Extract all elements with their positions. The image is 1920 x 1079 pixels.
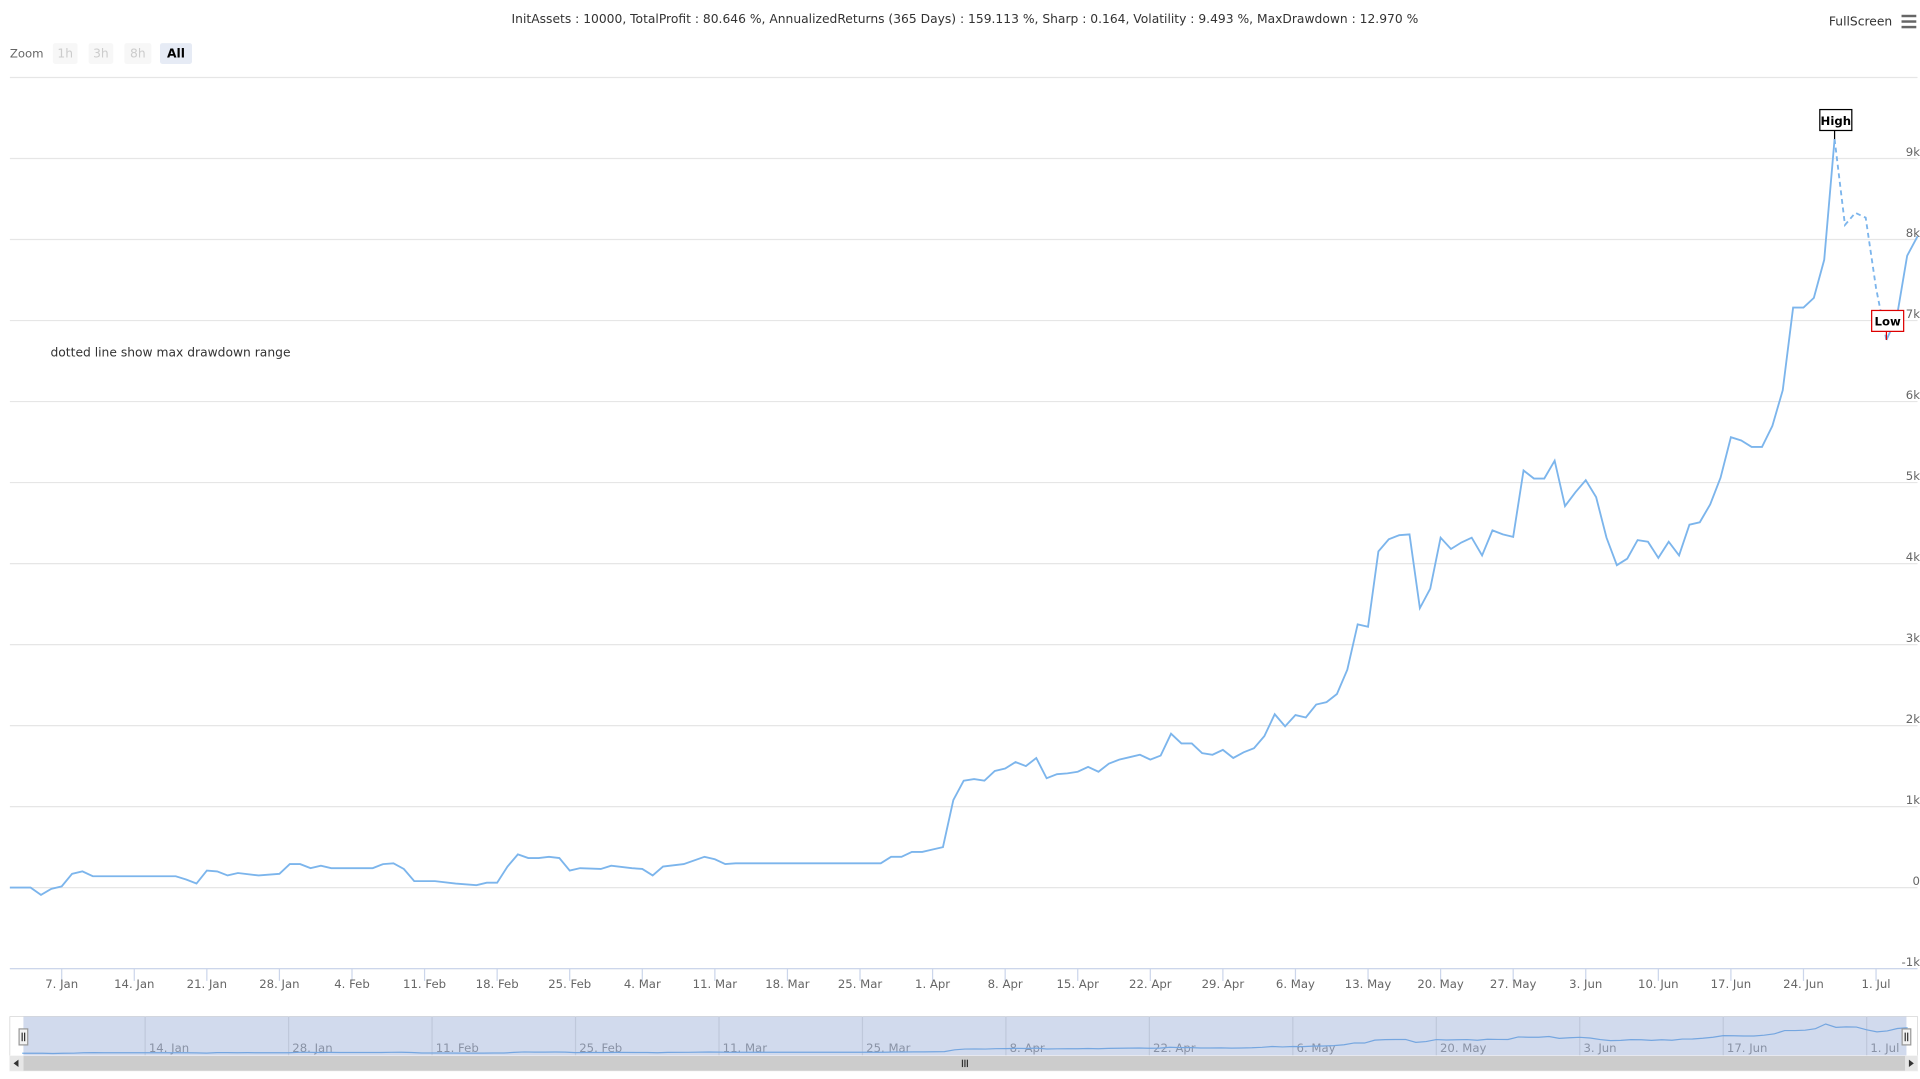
zoom-button[interactable] <box>160 43 193 64</box>
scrollbar-left-arrow <box>13 1059 19 1068</box>
zoom-label: Zoom <box>10 47 44 61</box>
zoom-button-label[interactable]: 3h <box>93 47 109 61</box>
x-tick-label: 14. Jan <box>114 977 154 991</box>
x-tick-label: 25. Feb <box>548 977 591 991</box>
x-tick-label: 22. Apr <box>1129 977 1172 991</box>
handle-body[interactable] <box>1901 1028 1912 1046</box>
navigator-tick-label: 3. Jun <box>1583 1041 1616 1055</box>
line <box>9 139 1836 896</box>
x-tick-label: 25. Mar <box>838 977 883 991</box>
navigator-tick-label: 22. Apr <box>1153 1041 1196 1055</box>
y-tick-label: 2k <box>1906 712 1920 726</box>
note: dotted line show max drawdown range <box>50 346 290 360</box>
x-tick-label: 4. Feb <box>334 977 370 991</box>
y-tick-label: 3k <box>1906 631 1920 645</box>
x-tick-label: 3. Jun <box>1569 977 1602 991</box>
x-tick-label: 18. Feb <box>476 977 519 991</box>
x-tick-label: 15. Apr <box>1056 977 1099 991</box>
handle-body[interactable] <box>18 1028 29 1046</box>
stats: InitAssets : 10000, TotalProfit : 80.646… <box>512 12 1419 26</box>
x-tick-label: 6. May <box>1276 977 1315 991</box>
zoom-button-label[interactable]: All <box>167 47 185 61</box>
navigator-tick-label: 1. Jul <box>1870 1041 1899 1055</box>
x-tick-label: 18. Mar <box>765 977 810 991</box>
x-tick-label: 8. Apr <box>988 977 1023 991</box>
y-tick-label: 6k <box>1906 388 1920 402</box>
y-tick-label: 9k <box>1906 145 1920 159</box>
x-tick-label: 13. May <box>1345 977 1392 991</box>
y-tick-label: 4k <box>1906 550 1920 564</box>
x-tick-label: 4. Mar <box>624 977 661 991</box>
navigator-tick-label: 25. Feb <box>579 1041 622 1055</box>
navigator-tick-label: 11. Feb <box>436 1041 479 1055</box>
menu-icon[interactable] <box>1901 14 1917 29</box>
navigator-tick-label: 28. Jan <box>292 1041 332 1055</box>
y-tick-label: 5k <box>1906 469 1920 483</box>
zoom-button[interactable] <box>124 43 152 64</box>
flag-box <box>1819 108 1853 132</box>
y-tick-label: -1k <box>1902 955 1920 969</box>
y-tick-label: 8k <box>1906 226 1920 240</box>
zoom-button-label[interactable]: 1h <box>57 47 73 61</box>
drawdown-line <box>1833 138 1888 341</box>
x-tick-label: 27. May <box>1490 977 1537 991</box>
navigator-tick-label: 11. Mar <box>723 1041 768 1055</box>
x-tick-label: 1. Apr <box>915 977 950 991</box>
x-tick-label: 17. Jun <box>1711 977 1752 991</box>
navigator-tick-label: 6. May <box>1297 1041 1336 1055</box>
x-tick-label: 7. Jan <box>45 977 78 991</box>
x-tick-label: 21. Jan <box>187 977 227 991</box>
zoom-button[interactable] <box>52 43 78 64</box>
x-tick-label: 28. Jan <box>259 977 299 991</box>
flag-label: High <box>1821 114 1851 128</box>
fullscreen-button[interactable]: FullScreen <box>1829 15 1892 29</box>
y-tick-label: 7k <box>1906 307 1920 321</box>
navigator-tick-label: 14. Jan <box>149 1041 189 1055</box>
flag-label: Low <box>1875 315 1901 329</box>
scrollbar-right-arrow <box>1908 1059 1914 1068</box>
x-tick-label: 11. Mar <box>693 977 738 991</box>
x-tick-label: 20. May <box>1417 977 1464 991</box>
navigator-tick-label: 20. May <box>1440 1041 1487 1055</box>
x-tick-label: 11. Feb <box>403 977 446 991</box>
navigator-line <box>22 1023 1908 1055</box>
navigator-handle[interactable] <box>1901 1028 1912 1046</box>
navigator-mask <box>23 1016 1907 1056</box>
x-tick-label: 29. Apr <box>1202 977 1245 991</box>
navigator-handle[interactable] <box>18 1028 29 1046</box>
flag-box <box>1871 309 1905 332</box>
navigator-tick-label: 17. Jun <box>1727 1041 1768 1055</box>
x-tick-label: 1. Jul <box>1862 977 1891 991</box>
y-tick-label: 1k <box>1906 793 1920 807</box>
zoom-button[interactable] <box>88 43 114 64</box>
zoom-button-label[interactable]: 8h <box>130 47 146 61</box>
y-tick-label: 0 <box>1913 874 1920 888</box>
x-tick-label: 24. Jun <box>1783 977 1824 991</box>
x-tick-label: 10. Jun <box>1638 977 1679 991</box>
